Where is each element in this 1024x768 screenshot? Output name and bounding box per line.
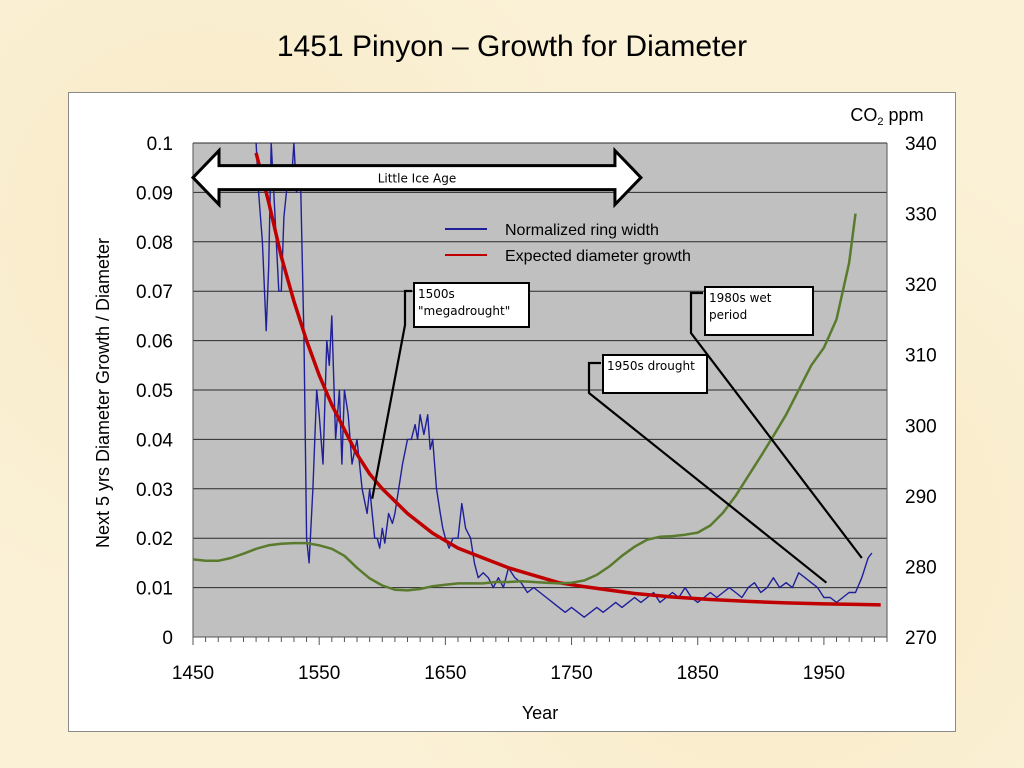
series-co2-line — [193, 213, 857, 592]
y-left-tick-label: 0.08 — [136, 233, 173, 254]
x-tick-label: 1550 — [298, 663, 340, 684]
x-tick-label: 1450 — [172, 663, 214, 684]
callout-label: 1500s — [418, 287, 455, 301]
legend-label: Expected diameter growth — [505, 248, 691, 265]
x-tick-label: 1850 — [677, 663, 719, 684]
y-left-tick-label: 0.06 — [136, 332, 173, 353]
y-left-tick-label: 0 — [162, 628, 173, 649]
y-left-tick-label: 0.07 — [136, 282, 173, 303]
callout-label: 1980s wet — [709, 291, 772, 305]
legend-label: Normalized ring width — [505, 222, 659, 239]
chart-frame: 0 0.01 0.02 0.03 0.04 0.05 0.06 0.07 0.08 0.09 0.1… — [68, 92, 956, 732]
callout-leader-line — [689, 291, 863, 559]
y-right-tick-label: 300 — [905, 416, 937, 437]
slide-title: 1451 Pinyon – Growth for Diameter — [276, 30, 748, 63]
y-left-tick-label: 0.05 — [136, 381, 173, 402]
x-tick-label: 1750 — [550, 663, 592, 684]
x-axis-title: Year — [522, 703, 558, 723]
callout-label: period — [709, 308, 747, 322]
y-left-tick-label: 0.09 — [136, 183, 173, 204]
y-left-axis-title: Next 5 yrs Diameter Growth / Diameter — [93, 238, 113, 548]
y-left-tick-label: 0.03 — [136, 480, 173, 501]
y-left-tick-label: 0.1 — [147, 134, 173, 155]
little-ice-age-label: Little Ice Age — [378, 172, 457, 186]
callout-label: 1950s drought — [607, 359, 695, 373]
y-right-tick-label: 340 — [905, 134, 937, 155]
little-ice-age-arrow — [190, 146, 644, 209]
series-ring-width-line — [255, 143, 873, 618]
callout-box — [413, 282, 530, 328]
y-right-tick-label: 330 — [905, 205, 937, 226]
callout-leader-line — [587, 361, 828, 584]
y-right-tick-label: 270 — [905, 628, 937, 649]
y-right-tick-label: 280 — [905, 557, 937, 578]
callout-box — [704, 286, 814, 336]
y-right-axis-title: CO2 ppm — [850, 105, 923, 128]
y-right-tick-label: 310 — [905, 346, 937, 367]
y-left-tick-label: 0.01 — [136, 579, 173, 600]
y-left-tick-label: 0.04 — [136, 430, 173, 451]
callout-label: "megadrought" — [418, 304, 510, 318]
callout-leader-line — [371, 289, 412, 499]
x-tick-label: 1950 — [803, 663, 845, 684]
series-expected-growth-line — [254, 152, 881, 607]
chart: 0 0.01 0.02 0.03 0.04 0.05 0.06 0.07 0.08 0.09 0.1… — [93, 105, 937, 723]
x-tick-label: 1650 — [424, 663, 466, 684]
y-left-tick-label: 0.02 — [136, 529, 173, 550]
callout-box — [602, 354, 708, 394]
y-right-tick-label: 290 — [905, 487, 937, 508]
y-right-tick-label: 320 — [905, 275, 937, 296]
